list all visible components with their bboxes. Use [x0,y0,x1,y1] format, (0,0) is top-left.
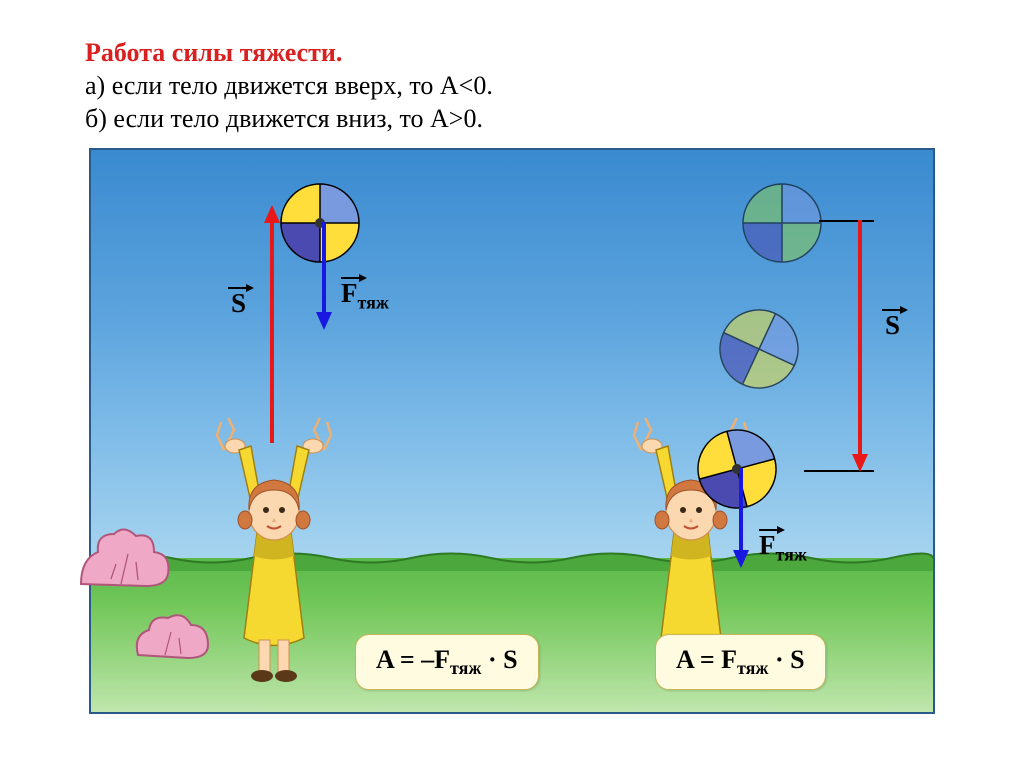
header-text: Работа силы тяжести. а) если тело движет… [0,0,1024,134]
arrow-f-right [730,468,752,568]
girl-left [199,418,349,683]
formula-left: A = –Fтяж · S [355,634,539,690]
ball-right-2 [718,308,800,390]
arrow-f-left [313,222,335,330]
title: Работа силы тяжести. [85,38,1024,68]
line-b: б) если тело движется вниз, то А>0. [85,104,1024,134]
label-s-right: S [885,310,900,341]
arrow-s-left [261,205,283,443]
bush-left [76,524,216,589]
line-a: а) если тело движется вверх, то А<0. [85,71,1024,101]
label-f-right: Fтяж [759,530,807,565]
formula-right: A = Fтяж · S [655,634,826,690]
arrow-s-right [849,220,871,472]
label-s-left: S [231,288,246,319]
ball-right-1 [741,182,823,264]
physics-diagram: S Fтяж [89,148,935,714]
label-f-left: Fтяж [341,278,389,313]
